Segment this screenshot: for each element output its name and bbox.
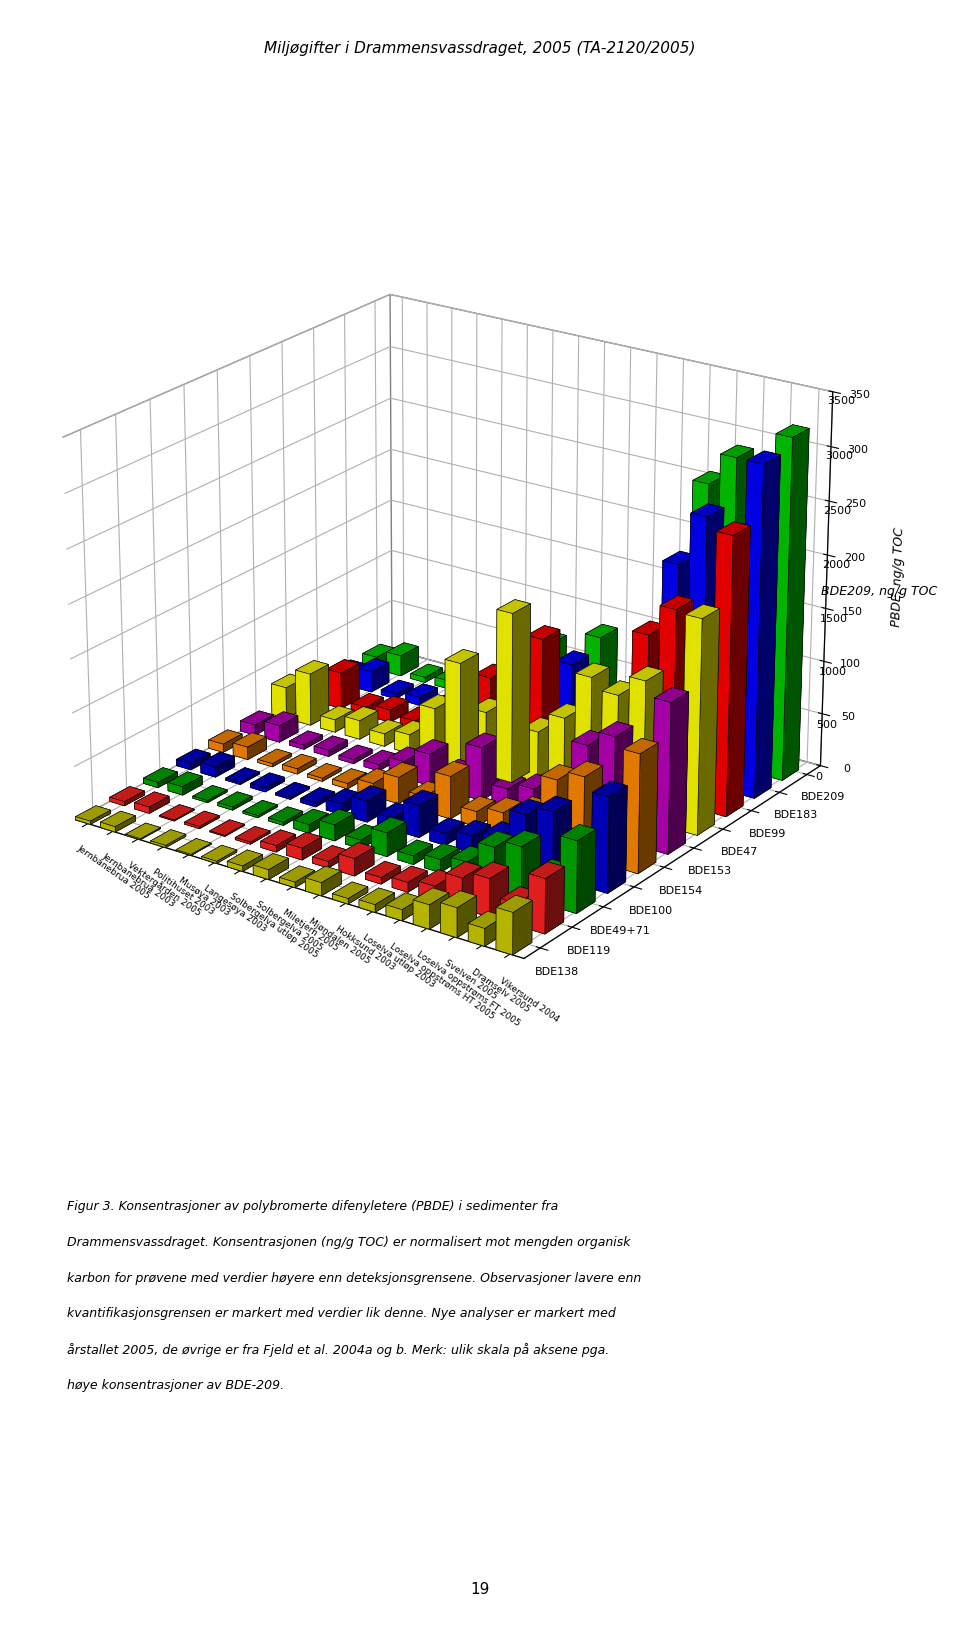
Text: høye konsentrasjoner av BDE-209.: høye konsentrasjoner av BDE-209.: [67, 1379, 284, 1392]
Text: Figur 3. Konsentrasjoner av polybromerte difenyletere (PBDE) i sedimenter fra: Figur 3. Konsentrasjoner av polybromerte…: [67, 1200, 559, 1213]
Text: 19: 19: [470, 1582, 490, 1597]
Text: karbon for prøvene med verdier høyere enn deteksjonsgrensene. Observasjoner lave: karbon for prøvene med verdier høyere en…: [67, 1272, 641, 1285]
Text: Miljøgifter i Drammensvassdraget, 2005 (TA-2120/2005): Miljøgifter i Drammensvassdraget, 2005 (…: [264, 41, 696, 55]
Text: kvantifikasjonsgrensen er markert med verdier lik denne. Nye analyser er markert: kvantifikasjonsgrensen er markert med ve…: [67, 1307, 616, 1320]
Text: årstallet 2005, de øvrige er fra Fjeld et al. 2004a og b. Merk: ulik skala på ak: årstallet 2005, de øvrige er fra Fjeld e…: [67, 1343, 610, 1358]
Text: Drammensvassdraget. Konsentrasjonen (ng/g TOC) er normalisert mot mengden organi: Drammensvassdraget. Konsentrasjonen (ng/…: [67, 1236, 631, 1249]
